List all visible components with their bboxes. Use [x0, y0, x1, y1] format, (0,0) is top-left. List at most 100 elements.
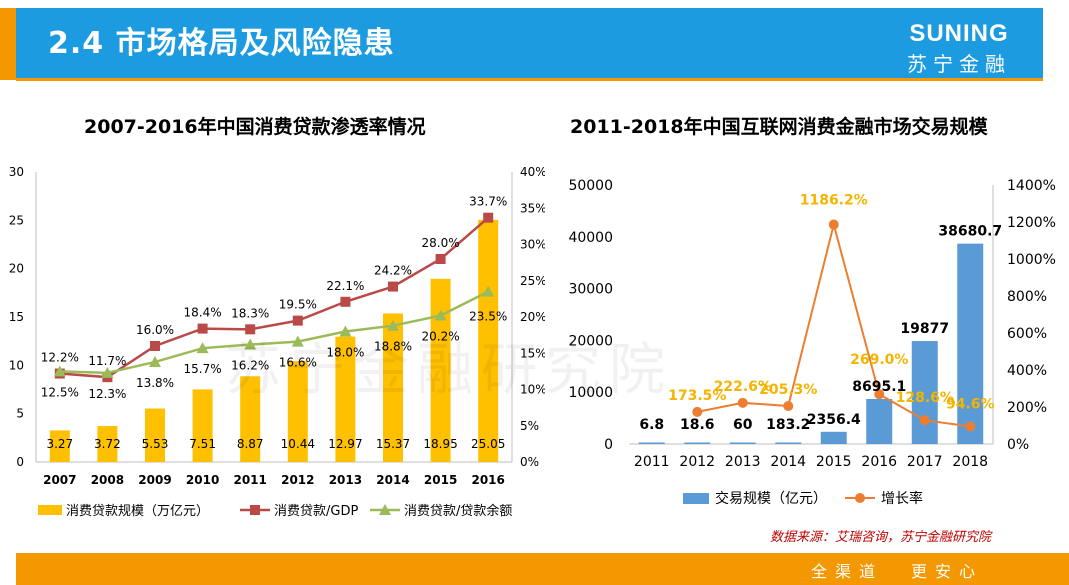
data-label-bar: 183.2 — [766, 417, 810, 433]
x-tick-label: 2012 — [281, 473, 314, 487]
data-label-bar: 8695.1 — [852, 379, 906, 395]
marker-growth — [874, 389, 885, 400]
legend-label: 增长率 — [881, 490, 923, 507]
legend-marker-balance — [379, 504, 391, 515]
data-label-balance: 12.3% — [88, 387, 126, 401]
legend-swatch-bar — [683, 493, 709, 504]
brand-logo-cn: 苏宁金融 — [907, 52, 1011, 76]
y-tick-label: 30 — [9, 165, 24, 179]
y-tick-label: 20 — [9, 262, 24, 276]
y-tick-label: 50000 — [568, 178, 613, 194]
y2-tick-label: 0% — [1007, 437, 1029, 453]
marker-gdp — [483, 212, 494, 223]
bar — [684, 442, 711, 444]
legend-label: 消费贷款规模（万亿元） — [66, 504, 209, 519]
legend-swatch-bar — [38, 505, 62, 515]
x-tick-label: 2016 — [471, 473, 504, 487]
slogan-right: 更安心 — [911, 562, 984, 581]
bar — [192, 389, 213, 462]
data-label-bar: 5.53 — [142, 437, 169, 451]
slogan-left: 全渠道 — [811, 562, 884, 581]
series-line-balance — [59, 290, 489, 375]
data-label-bar: 19877 — [900, 321, 949, 337]
x-tick-label: 2008 — [91, 473, 124, 487]
marker-gdp — [388, 281, 398, 292]
marker-growth — [828, 219, 839, 230]
data-label-gdp: 24.2% — [374, 264, 412, 278]
data-label-bar: 12.97 — [328, 437, 362, 451]
header-divider — [16, 78, 1043, 81]
marker-growth — [919, 415, 930, 426]
legend-marker-gdp — [250, 505, 260, 515]
data-label-balance: 23.5% — [469, 310, 507, 324]
y-tick-label: 10 — [9, 358, 24, 372]
data-label-balance: 18.8% — [374, 340, 412, 354]
marker-gdp — [435, 254, 446, 264]
x-tick-label: 2018 — [952, 454, 988, 470]
data-source-note: 数据来源：艾瑞咨询，苏宁金融研究院 — [770, 530, 992, 545]
y2-tick-label: 10% — [520, 383, 545, 397]
x-tick-label: 2007 — [43, 473, 76, 487]
x-tick-label: 2013 — [725, 454, 761, 470]
data-label-bar: 38680.7 — [938, 224, 1002, 240]
legend-marker-growth — [855, 493, 865, 503]
marker-balance — [101, 366, 114, 378]
y2-tick-label: 0% — [520, 455, 539, 469]
marker-balance — [196, 342, 209, 354]
y2-tick-label: 1000% — [1007, 252, 1056, 268]
data-label-growth: 222.6% — [714, 379, 772, 395]
bar — [820, 431, 847, 444]
marker-balance — [291, 335, 304, 347]
bar — [478, 219, 499, 462]
y-tick-label: 20000 — [568, 333, 613, 349]
bar — [775, 442, 802, 444]
data-label-growth: 269.0% — [850, 352, 908, 368]
data-label-bar: 3.72 — [94, 437, 121, 451]
data-label-bar: 18.95 — [423, 437, 457, 451]
data-label-growth: 1186.2% — [800, 193, 868, 209]
legend-label: 消费贷款/GDP — [274, 504, 358, 519]
data-label-growth: 94.6% — [946, 396, 995, 412]
marker-gdp — [150, 341, 160, 351]
y2-tick-label: 1200% — [1007, 215, 1056, 231]
y2-tick-label: 40% — [520, 165, 545, 179]
data-label-growth: 128.6% — [896, 390, 954, 406]
data-label-bar: 6.8 — [639, 417, 664, 433]
data-label-gdp: 18.4% — [184, 306, 222, 320]
header-banner — [16, 8, 1043, 80]
data-label-gdp: 33.7% — [469, 195, 507, 209]
marker-balance — [244, 338, 257, 350]
y2-tick-label: 30% — [520, 238, 545, 252]
data-label-balance: 15.7% — [184, 362, 222, 376]
bar — [97, 426, 118, 462]
data-label-bar: 3.27 — [46, 437, 73, 451]
chart1-title: 2007-2016年中国消费贷款渗透率情况 — [84, 116, 426, 138]
data-label-bar: 2356.4 — [807, 412, 861, 428]
y2-tick-label: 15% — [520, 346, 545, 360]
marker-growth — [965, 421, 976, 432]
marker-balance — [434, 309, 447, 321]
bar — [957, 243, 984, 444]
data-label-gdp: 28.0% — [422, 236, 460, 250]
bar — [866, 398, 893, 444]
bar — [240, 376, 261, 462]
x-tick-label: 2016 — [861, 454, 897, 470]
marker-growth — [737, 397, 748, 408]
chart-consumer-loan-penetration: 0 5 10 15 20 25 30 0% 5% 10% 15% 20% 25% 30% 35% 40% 200… — [9, 165, 545, 519]
data-label-bar: 8.87 — [237, 437, 264, 451]
bar — [287, 361, 308, 462]
data-label-gdp: 11.7% — [88, 354, 126, 368]
data-label-gdp: 19.5% — [279, 298, 317, 312]
marker-gdp — [197, 323, 208, 334]
x-tick-label: 2011 — [233, 473, 266, 487]
x-tick-label: 2012 — [679, 454, 715, 470]
data-label-balance: 13.8% — [136, 376, 174, 390]
slide-title: 2.4 市场格局及风险隐患 — [48, 26, 395, 61]
legend-label: 消费贷款/贷款余额 — [404, 503, 512, 519]
slide-header: 2.4 市场格局及风险隐患 SUNING 苏宁金融 — [0, 0, 1069, 81]
data-label-gdp: 16.0% — [136, 323, 174, 337]
data-label-balance: 16.6% — [279, 356, 317, 370]
bar — [911, 341, 938, 444]
y-tick-label: 40000 — [568, 230, 613, 246]
bar — [335, 336, 356, 462]
